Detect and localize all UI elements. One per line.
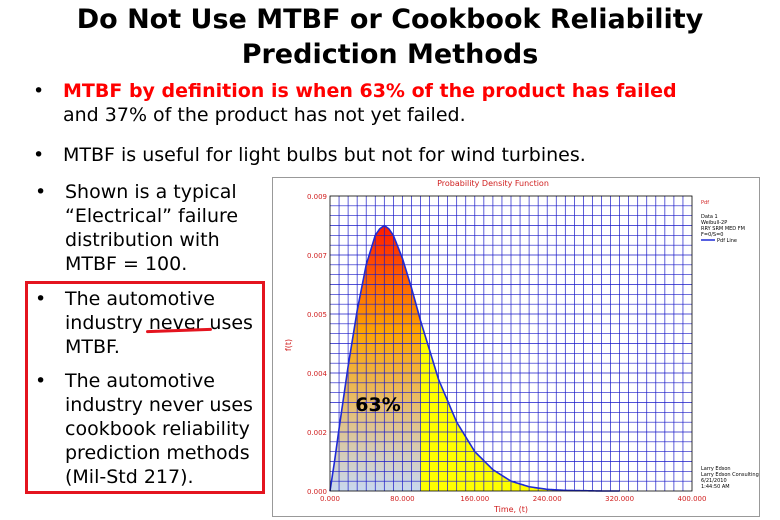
- bullet4-line1: The automotive: [65, 288, 215, 310]
- plot-frame: [329, 195, 693, 492]
- bullet-typical-distribution: Shown is a typical “Electrical” failure …: [65, 180, 265, 276]
- bullet-automotive-cookbook: The automotive industry never uses cookb…: [65, 369, 265, 489]
- chart-grid: [330, 196, 692, 491]
- y-tick-label: 0.007: [307, 252, 327, 260]
- bullet3-line: “Electrical” failure: [65, 205, 239, 227]
- legend-line: Data 1: [701, 214, 718, 220]
- bullet-dot: •: [35, 370, 47, 392]
- legend-title: Pdf: [701, 200, 709, 206]
- bullet5-line: industry never uses: [65, 394, 253, 416]
- bullet-dot: •: [33, 144, 45, 166]
- slide-title-line1: Do Not Use MTBF or Cookbook Reliability: [76, 4, 704, 35]
- x-tick-label: 160.000: [460, 495, 489, 503]
- bullet5-line: The automotive: [65, 370, 215, 392]
- x-tick-label: 0.000: [320, 495, 340, 503]
- footer-line: 1:44:50 AM: [701, 484, 730, 490]
- slide-title: Do Not Use MTBF or Cookbook Reliability …: [0, 2, 780, 72]
- bullet5-line: prediction methods: [65, 442, 250, 464]
- bullet-dot: •: [35, 288, 47, 310]
- x-tick-label: 80.000: [390, 495, 415, 503]
- pdf-chart-svg: Probability Density Function 0.000 80.000…: [284, 179, 759, 514]
- footer-line: Larry Edson: [701, 466, 731, 472]
- bullet-light-bulbs: MTBF is useful for light bulbs but not f…: [63, 144, 586, 166]
- y-tick-label: 0.005: [307, 311, 327, 319]
- y-axis-label: f(t): [284, 339, 293, 351]
- legend-line: F=0/S=0: [701, 232, 723, 238]
- slide-title-line2: Prediction Methods: [241, 39, 539, 70]
- legend-series: Pdf Line: [717, 238, 737, 244]
- x-tick-label: 320.000: [605, 495, 634, 503]
- bullet3-line: MTBF = 100.: [65, 253, 188, 275]
- legend-line: RRY SRM MED FM: [701, 226, 745, 232]
- legend-line: Weibull-2P: [701, 220, 727, 226]
- bullet3-line: distribution with: [65, 229, 220, 251]
- bullet-mtbf-definition-red: MTBF by definition is when 63% of the pr…: [63, 80, 677, 102]
- y-tick-label: 0.002: [307, 429, 327, 437]
- bullet5-line: cookbook reliability: [65, 418, 250, 440]
- bullet-dot: •: [35, 181, 47, 203]
- pdf-chart: Probability Density Function 0.000 80.000…: [272, 177, 760, 517]
- y-tick-label: 0.009: [307, 193, 327, 201]
- footer-line: Larry Edson Consulting: [701, 472, 759, 478]
- chart-title: Probability Density Function: [437, 179, 549, 188]
- bullet-dot: •: [33, 80, 45, 102]
- percent-annotation: 63%: [355, 394, 400, 416]
- y-axis-ticks: 0.000 0.002 0.004 0.005 0.007 0.009: [307, 193, 328, 496]
- x-tick-label: 400.000: [678, 495, 707, 503]
- bullet4-line2-c: uses: [203, 312, 253, 334]
- footer-line: 6/21/2010: [701, 478, 727, 484]
- pdf-line: [329, 224, 620, 492]
- x-axis-ticks: 0.000 80.000 160.000 240.000 320.000 400.000: [320, 495, 707, 503]
- bullet4-line3: MTBF.: [65, 336, 120, 358]
- y-tick-label: 0.004: [307, 370, 328, 378]
- x-tick-label: 240.000: [533, 495, 562, 503]
- bullet-automotive-never-mtbf: The automotive industry never uses MTBF.: [65, 287, 265, 359]
- x-axis-label: Time, (t): [493, 505, 528, 514]
- bullet-mtbf-definition: MTBF by definition is when 63% of the pr…: [63, 79, 763, 127]
- bullet4-line2-a: industry: [65, 312, 149, 334]
- highlight-box: [25, 281, 265, 494]
- y-tick-label: 0.000: [307, 488, 327, 496]
- bullet3-line: Shown is a typical: [65, 181, 237, 203]
- bullet5-line: (Mil-Std 217).: [65, 466, 194, 488]
- bullet-mtbf-definition-rest: and 37% of the product has not yet faile…: [63, 104, 466, 126]
